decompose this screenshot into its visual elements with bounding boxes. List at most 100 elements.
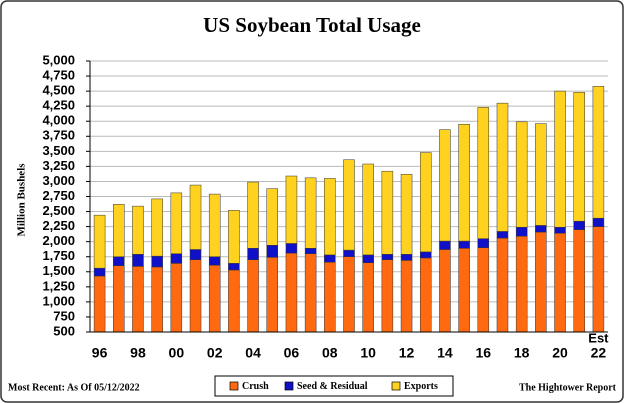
bar-segment xyxy=(381,254,394,260)
x-tick-label: 18 xyxy=(514,345,530,361)
bar-segment xyxy=(419,257,432,333)
bar-segment xyxy=(189,184,202,250)
bar-segment xyxy=(343,159,355,251)
bar-segment xyxy=(247,259,259,333)
bar-segment xyxy=(496,231,509,239)
bar-segment xyxy=(439,240,451,250)
bar-segment xyxy=(343,249,355,257)
bar-segment xyxy=(458,240,470,249)
bar-segment xyxy=(554,226,566,234)
bar-segment xyxy=(132,254,144,267)
bar-segment xyxy=(151,255,163,268)
x-tick-label: 12 xyxy=(399,345,415,361)
x-tick-label: 20 xyxy=(552,345,568,361)
bar-segment xyxy=(592,86,605,219)
bar-segment xyxy=(400,254,413,261)
bar-segment xyxy=(151,198,163,257)
legend-swatch xyxy=(284,381,294,391)
note: Most Recent: As Of 05/12/2022 xyxy=(8,382,140,393)
bar-segment xyxy=(285,252,298,333)
x-tick-label: 02 xyxy=(207,345,223,361)
bar-segment xyxy=(362,163,374,256)
x-tick-label: 10 xyxy=(360,345,376,361)
bar-segment xyxy=(228,263,240,271)
bar-segment xyxy=(266,188,279,246)
bar-segment xyxy=(535,231,547,333)
y-tick-label: 5,000 xyxy=(42,52,75,67)
bar-segment xyxy=(400,260,413,333)
bar-segment xyxy=(208,193,221,257)
bar-segment xyxy=(439,129,451,242)
y-tick-label: 2,000 xyxy=(42,233,75,248)
bar-segment xyxy=(573,92,585,222)
bar-segment xyxy=(304,253,317,333)
bar-segment xyxy=(170,192,183,254)
bar-segment xyxy=(247,248,259,260)
y-tick-label: 1,750 xyxy=(42,248,75,263)
bar-segment xyxy=(228,210,240,264)
bar-segment xyxy=(285,175,298,244)
legend-box xyxy=(214,375,454,397)
bar-segment xyxy=(419,152,432,253)
bar-segment xyxy=(343,256,355,333)
bar-segment xyxy=(189,249,202,260)
bar-segment xyxy=(208,256,221,266)
y-tick-label: 1,250 xyxy=(42,278,75,293)
bar-segment xyxy=(170,253,183,264)
bar-segment xyxy=(324,261,336,333)
bar-segment xyxy=(93,267,106,277)
bar-segment xyxy=(573,229,585,333)
bar-segment xyxy=(496,237,509,333)
bar-segment xyxy=(419,251,432,259)
bar-segment xyxy=(554,232,566,333)
y-tick-label: 2,750 xyxy=(42,188,75,203)
bar-segment xyxy=(324,178,336,256)
chart-title: US Soybean Total Usage xyxy=(203,13,421,37)
bar-segment xyxy=(208,264,221,333)
bar-segment xyxy=(477,247,490,333)
bar-segment xyxy=(113,256,125,267)
bar-segment xyxy=(132,266,144,333)
x-tick-label: 14 xyxy=(437,345,453,361)
bar-segment xyxy=(381,259,394,333)
bar-segment xyxy=(151,266,163,333)
legend-swatch xyxy=(229,381,239,391)
bar-segment xyxy=(400,173,413,255)
legend-swatch xyxy=(391,381,401,391)
bar-segment xyxy=(228,269,240,333)
bar-segment xyxy=(515,226,528,237)
y-tick-label: 3,500 xyxy=(42,143,75,158)
y-tick-label: 4,000 xyxy=(42,113,75,128)
bar-segment xyxy=(189,259,202,333)
x-tick-label: 98 xyxy=(130,345,146,361)
bar-segment xyxy=(535,123,547,226)
bar-segment xyxy=(132,205,144,255)
y-tick-label: 750 xyxy=(53,308,75,323)
bar-segment xyxy=(496,102,509,232)
bar-segment xyxy=(113,204,125,257)
legend-label: Exports xyxy=(404,381,438,392)
y-tick-label: 1,000 xyxy=(42,293,75,308)
y-tick-label: 4,750 xyxy=(42,67,75,82)
bar-segment xyxy=(266,257,279,333)
bar-segment xyxy=(362,254,374,263)
bar-segment xyxy=(515,121,528,228)
bar-segment xyxy=(554,90,566,228)
bar-segment xyxy=(247,181,259,249)
annotation: Est xyxy=(588,330,609,345)
bar-segment xyxy=(93,275,106,333)
y-tick-label: 4,500 xyxy=(42,83,75,98)
bar-segment xyxy=(458,123,470,242)
bar-segment xyxy=(477,107,490,239)
y-axis-label: Million Bushels xyxy=(16,163,28,237)
bar-segment xyxy=(170,263,183,333)
legend-label: Crush xyxy=(242,381,269,392)
x-tick-label: 00 xyxy=(169,345,185,361)
bar-segment xyxy=(477,238,490,248)
x-tick-label: 04 xyxy=(245,345,261,361)
y-tick-label: 500 xyxy=(53,323,75,338)
bar-segment xyxy=(515,235,528,333)
bar-segment xyxy=(93,214,106,269)
bar-segment xyxy=(381,170,394,255)
